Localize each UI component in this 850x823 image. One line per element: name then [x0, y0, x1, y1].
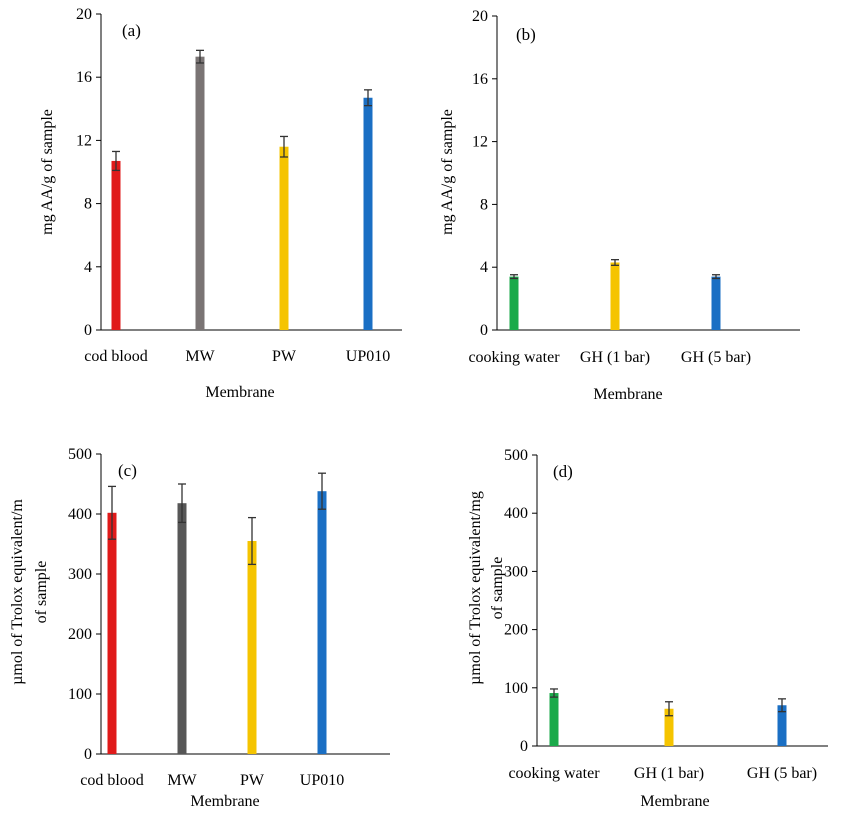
panel-c-panel-label: (c) [118, 461, 137, 480]
panel-a-bar-up010 [363, 97, 373, 331]
panel-d-category-label: GH (5 bar) [747, 765, 817, 782]
panel-c-bar-up010 [317, 491, 327, 754]
panel-c-category-label: PW [240, 772, 265, 789]
panel-a-category-label: UP010 [346, 348, 390, 365]
panel-b-y-axis-label: mg AA/g of sample [439, 109, 456, 235]
panel-d-x-axis-label: Membrane [640, 793, 709, 810]
panel-a-y-tick-label: 16 [76, 69, 92, 86]
panel-c-y-tick-label: 400 [68, 506, 92, 523]
panel-b-y-tick-label: 16 [472, 71, 488, 88]
panel-b-panel-label: (b) [516, 25, 536, 44]
panel-a-panel-label: (a) [122, 21, 141, 40]
panel-d-y-tick-label: 400 [504, 505, 528, 522]
panel-b-y-tick-label: 4 [480, 259, 488, 276]
panel-a-y-tick-label: 0 [84, 322, 92, 339]
panel-b-bar-cooking-water [509, 276, 519, 330]
panel-d-category-label: cooking water [508, 765, 600, 782]
panel-b-y-tick-label: 12 [472, 134, 488, 151]
panel-b-category-label: GH (5 bar) [681, 349, 751, 366]
panel-d-y-tick-label: 500 [504, 447, 528, 464]
panel-c-x-axis-label: Membrane [190, 793, 259, 810]
panel-a-category-label: PW [272, 348, 297, 365]
panel-c-y-tick-label: 500 [68, 446, 92, 463]
panel-a-category-label: MW [185, 348, 215, 365]
panel-a-bar-pw [279, 146, 289, 330]
panel-d-y-axis-label: µmol of Trolox equivalent/mg [467, 491, 484, 685]
panel-d-bar-gh-1-bar- [664, 708, 674, 746]
panel-c-y-tick-label: 100 [68, 686, 92, 703]
panel-c-bar-pw [247, 541, 257, 754]
panel-b-bar-gh-5-bar- [711, 276, 721, 330]
panel-d-y-tick-label: 100 [504, 680, 528, 697]
panel-b-y-tick-label: 8 [480, 196, 488, 213]
panel-a-y-tick-label: 12 [76, 132, 92, 149]
panel-d-bar-gh-5-bar- [777, 705, 787, 746]
panel-d-y-axis-label-line2: of sample [489, 557, 506, 620]
panel-b-y-tick-label: 0 [480, 322, 488, 339]
panel-c-y-axis-label-line2: of sample [33, 561, 50, 624]
panel-c-category-label: UP010 [300, 772, 344, 789]
panel-b-x-axis-label: Membrane [593, 386, 662, 403]
panel-a-bar-mw [195, 56, 205, 330]
panel-d-y-tick-label: 200 [504, 622, 528, 639]
panel-d-y-tick-label: 0 [520, 738, 528, 755]
panel-b-category-label: cooking water [468, 349, 560, 366]
panel-c-y-axis-label: µmol of Trolox equivalent/m [9, 499, 26, 685]
panel-d-category-label: GH (1 bar) [634, 765, 704, 782]
panel-b-bar-gh-1-bar- [610, 262, 620, 330]
panel-d-y-tick-label: 300 [504, 563, 528, 580]
panel-a-bar-cod-blood [111, 160, 121, 330]
panel-b-y-tick-label: 20 [472, 8, 488, 25]
panel-c-y-tick-label: 300 [68, 566, 92, 583]
panel-a-y-axis-label: mg AA/g of sample [39, 109, 56, 235]
panel-c-category-label: cod blood [80, 772, 144, 789]
panel-c-y-tick-label: 0 [84, 746, 92, 763]
panel-b-category-label: GH (1 bar) [580, 349, 650, 366]
panel-a-x-axis-label: Membrane [205, 384, 274, 401]
panel-c-bar-cod-blood [107, 512, 117, 754]
panel-a-y-tick-label: 4 [84, 259, 92, 276]
panel-a-y-tick-label: 8 [84, 196, 92, 213]
panel-c-bar-mw [177, 503, 187, 754]
panel-a-y-tick-label: 20 [76, 6, 92, 23]
panel-c-y-tick-label: 200 [68, 626, 92, 643]
panel-d-bar-cooking-water [549, 693, 559, 746]
panel-a-category-label: cod blood [84, 348, 148, 365]
panel-c-category-label: MW [167, 772, 197, 789]
panel-d-panel-label: (d) [553, 462, 573, 481]
